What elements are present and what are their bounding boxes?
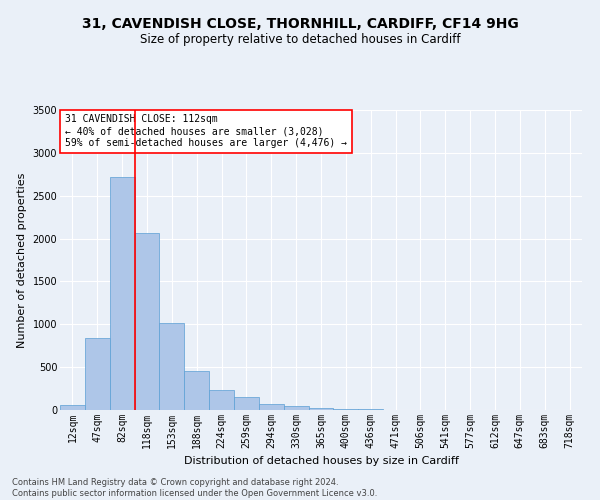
Bar xyxy=(184,370,209,410)
Bar xyxy=(308,408,334,410)
Bar xyxy=(110,177,134,410)
X-axis label: Distribution of detached houses by size in Cardiff: Distribution of detached houses by size … xyxy=(184,456,458,466)
Bar xyxy=(259,404,284,410)
Y-axis label: Number of detached properties: Number of detached properties xyxy=(17,172,27,348)
Bar xyxy=(234,396,259,410)
Bar xyxy=(134,234,160,410)
Text: 31, CAVENDISH CLOSE, THORNHILL, CARDIFF, CF14 9HG: 31, CAVENDISH CLOSE, THORNHILL, CARDIFF,… xyxy=(82,18,518,32)
Bar xyxy=(284,406,308,410)
Text: 31 CAVENDISH CLOSE: 112sqm
← 40% of detached houses are smaller (3,028)
59% of s: 31 CAVENDISH CLOSE: 112sqm ← 40% of deta… xyxy=(65,114,347,148)
Bar xyxy=(60,406,85,410)
Bar xyxy=(85,338,110,410)
Text: Contains HM Land Registry data © Crown copyright and database right 2024.
Contai: Contains HM Land Registry data © Crown c… xyxy=(12,478,377,498)
Bar xyxy=(160,324,184,410)
Text: Size of property relative to detached houses in Cardiff: Size of property relative to detached ho… xyxy=(140,32,460,46)
Bar xyxy=(209,390,234,410)
Bar xyxy=(334,408,358,410)
